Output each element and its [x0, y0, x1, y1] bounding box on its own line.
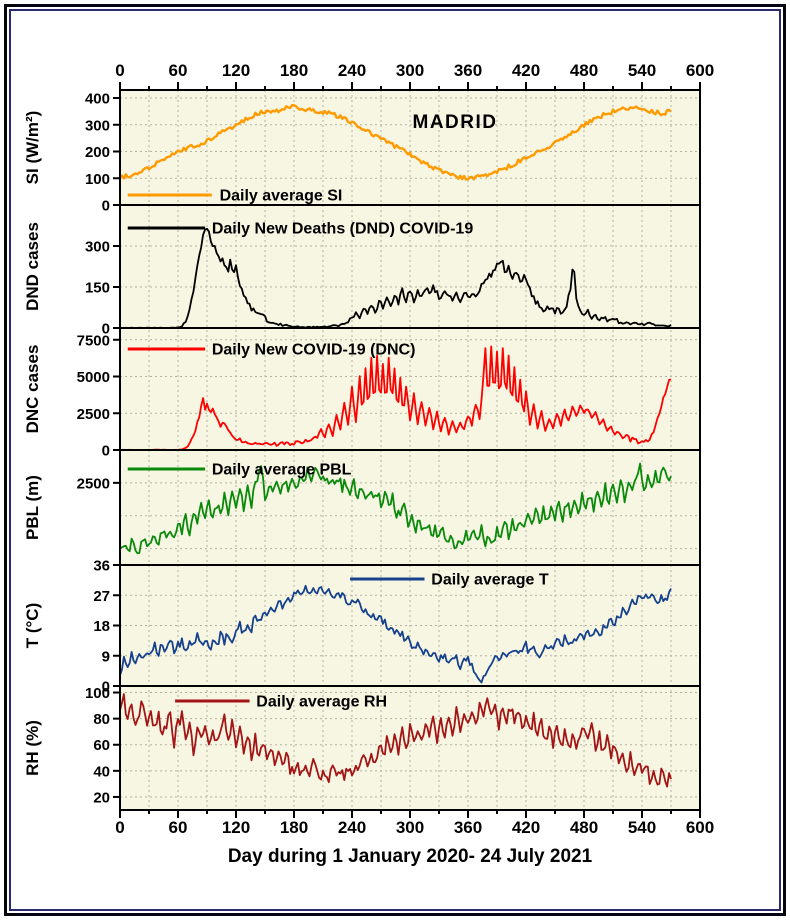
y-axis-title-si: SI (W/m²) [23, 111, 42, 185]
y-tick-label-si: 300 [85, 117, 110, 134]
y-tick-label-pbl: 2500 [77, 475, 110, 492]
rh-series-line [120, 693, 672, 788]
x-axis-title: Day during 1 January 2020- 24 July 2021 [228, 846, 593, 867]
y-tick-label-t: 27 [93, 588, 110, 605]
y-tick-label-t: 0 [102, 679, 110, 696]
y-tick-label-dnc: 5000 [77, 369, 110, 386]
y-axis-title-dnc: DNC cases [23, 345, 42, 434]
x-tick-label-bottom: 480 [570, 818, 598, 837]
y-tick-label-dnd: 0 [102, 321, 110, 338]
figure-inner-frame [9, 9, 781, 911]
si-series-line [120, 103, 672, 181]
x-tick-label-bottom: 300 [396, 818, 424, 837]
y-tick-label-rh: 20 [93, 789, 110, 806]
dnd-legend-label: Daily New Deaths (DND) COVID-19 [212, 221, 473, 238]
x-tick-label-bottom: 360 [454, 818, 482, 837]
y-tick-label-dnc: 7500 [77, 332, 110, 349]
pbl-series-line [120, 462, 672, 555]
y-tick-label-dnc: 0 [102, 443, 110, 460]
y-tick-label-t: 18 [93, 618, 110, 635]
x-tick-label-top: 300 [396, 61, 424, 80]
y-axis-title-t: T (°C) [23, 603, 42, 649]
x-tick-label-top: 120 [222, 61, 250, 80]
t-series-line [120, 584, 672, 684]
y-tick-label-dnd: 150 [85, 280, 110, 297]
y-tick-label-t: 36 [93, 558, 110, 575]
y-axis-title-dnd: DND cases [23, 222, 42, 311]
dnc-legend-label: Daily New COVID-19 (DNC) [212, 341, 416, 358]
rh-legend-label: Daily average RH [256, 694, 387, 711]
figure-frame [4, 4, 786, 916]
x-tick-label-bottom: 600 [686, 818, 714, 837]
x-tick-label-top: 180 [280, 61, 308, 80]
y-tick-label-t: 9 [102, 648, 110, 665]
si-legend-label: Daily average SI [220, 187, 343, 204]
t-legend-label: Daily average T [431, 572, 549, 589]
dnc-series-line [120, 345, 672, 450]
x-tick-label-bottom: 120 [222, 818, 250, 837]
x-tick-label-top: 480 [570, 61, 598, 80]
y-tick-label-si: 400 [85, 91, 110, 108]
y-tick-label-dnd: 300 [85, 239, 110, 256]
pbl-legend-label: Daily average PBL [212, 461, 352, 478]
x-tick-label-top: 420 [512, 61, 540, 80]
x-tick-label-bottom: 60 [169, 818, 188, 837]
x-tick-label-top: 60 [169, 61, 188, 80]
y-axis-title-rh: RH (%) [23, 720, 42, 776]
dnd-series-line [120, 227, 672, 328]
y-tick-label-rh: 40 [93, 763, 110, 780]
y-tick-label-dnc: 2500 [77, 406, 110, 423]
x-tick-label-top: 600 [686, 61, 714, 80]
x-tick-label-top: 540 [628, 61, 656, 80]
y-tick-label-rh: 80 [93, 711, 110, 728]
x-tick-label-bottom: 240 [338, 818, 366, 837]
y-tick-label-si: 200 [85, 144, 110, 161]
x-tick-label-bottom: 420 [512, 818, 540, 837]
y-tick-label-rh: 100 [85, 685, 110, 702]
y-tick-label-si: 100 [85, 171, 110, 188]
x-tick-label-top: 240 [338, 61, 366, 80]
x-tick-label-bottom: 180 [280, 818, 308, 837]
chart-title: MADRID [413, 112, 498, 133]
y-axis-title-pbl: PBL (m) [23, 475, 42, 540]
y-tick-label-rh: 60 [93, 737, 110, 754]
x-tick-label-top: 360 [454, 61, 482, 80]
x-tick-label-top: 0 [115, 61, 124, 80]
y-tick-label-si: 0 [102, 198, 110, 215]
x-tick-label-bottom: 540 [628, 818, 656, 837]
x-tick-label-bottom: 0 [115, 818, 124, 837]
